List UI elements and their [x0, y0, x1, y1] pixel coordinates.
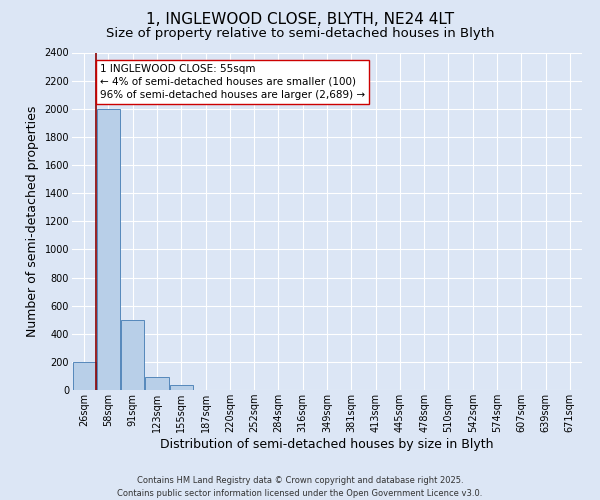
Text: 1, INGLEWOOD CLOSE, BLYTH, NE24 4LT: 1, INGLEWOOD CLOSE, BLYTH, NE24 4LT — [146, 12, 454, 28]
Text: Contains HM Land Registry data © Crown copyright and database right 2025.
Contai: Contains HM Land Registry data © Crown c… — [118, 476, 482, 498]
X-axis label: Distribution of semi-detached houses by size in Blyth: Distribution of semi-detached houses by … — [160, 438, 494, 451]
Bar — [73, 362, 95, 390]
Bar — [145, 378, 169, 390]
Text: Size of property relative to semi-detached houses in Blyth: Size of property relative to semi-detach… — [106, 28, 494, 40]
Bar — [97, 109, 120, 390]
Text: 1 INGLEWOOD CLOSE: 55sqm
← 4% of semi-detached houses are smaller (100)
96% of s: 1 INGLEWOOD CLOSE: 55sqm ← 4% of semi-de… — [100, 64, 365, 100]
Y-axis label: Number of semi-detached properties: Number of semi-detached properties — [26, 106, 39, 337]
Bar — [121, 320, 144, 390]
Bar — [170, 385, 193, 390]
